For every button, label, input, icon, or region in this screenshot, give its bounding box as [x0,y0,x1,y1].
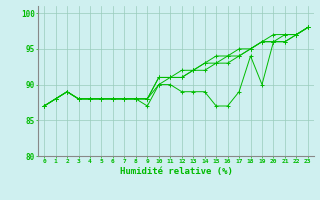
X-axis label: Humidité relative (%): Humidité relative (%) [120,167,232,176]
